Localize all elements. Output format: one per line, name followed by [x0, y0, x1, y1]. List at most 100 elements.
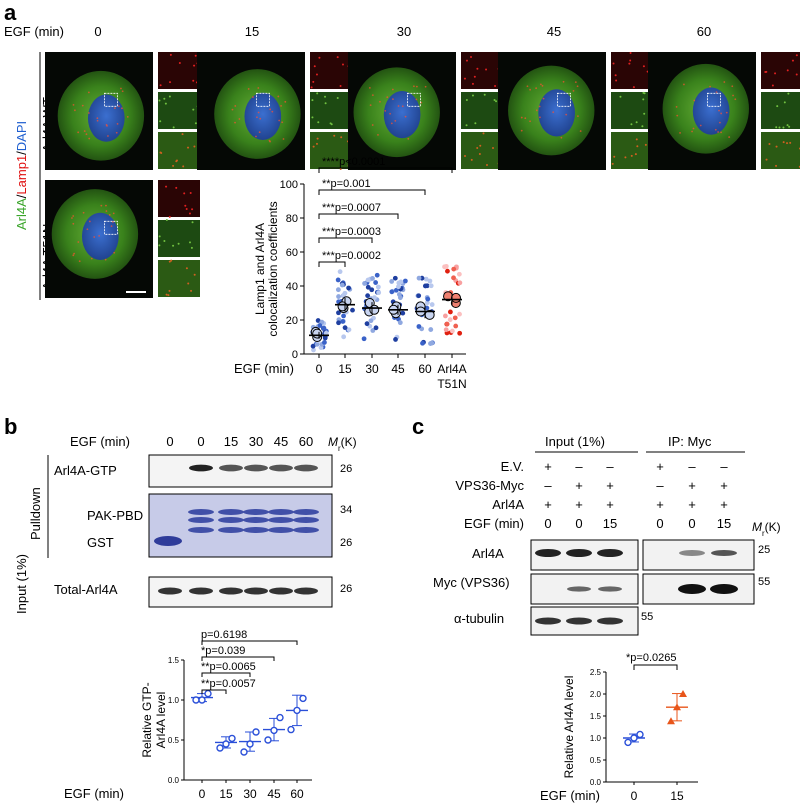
lysosome-dot [247, 88, 250, 90]
p-value-label: ***p=0.0003 [322, 226, 381, 238]
inset-dot [311, 116, 314, 119]
condition-cell: 0 [656, 516, 663, 531]
cell-point [449, 328, 455, 334]
inset-dot [776, 105, 779, 108]
lysosome-dot [390, 122, 393, 125]
lysosome-dot [105, 210, 108, 212]
data-point [222, 740, 230, 748]
inset-dot [190, 289, 193, 292]
lysosome-dot [389, 112, 391, 115]
condition-cell: – [656, 478, 664, 493]
time-label: 30 [397, 24, 411, 39]
lysosome-dot [529, 120, 531, 123]
cell-point [362, 281, 367, 286]
inset-dot [493, 98, 496, 101]
lysosome-dot [88, 137, 91, 140]
inset [158, 180, 200, 217]
lysosome-dot [77, 241, 80, 243]
cell-point [336, 310, 341, 316]
mr-label-c: Mr(K) [752, 520, 781, 538]
significance-bracket [318, 167, 453, 173]
y-tick-label: 1.5 [590, 712, 602, 721]
gtp-arl4a-chart: 0.0 0.5 1.0 1.5 Relative GTP- Arl4A level EGF … [64, 629, 312, 801]
cell-point [425, 296, 431, 302]
p-value-label: ****p<0.0001 [322, 156, 385, 168]
cell-point [339, 282, 345, 288]
band [597, 617, 623, 625]
inset-dot [635, 138, 638, 141]
band [294, 587, 318, 595]
lane-label: 30 [249, 434, 263, 449]
data-point [204, 689, 212, 698]
inset-dot [159, 84, 162, 87]
x-tick-label: 15 [670, 789, 684, 803]
band [189, 464, 213, 472]
condition-cell: + [544, 459, 552, 474]
lysosome-dot [369, 104, 372, 107]
y-tick-label: 80 [286, 213, 298, 225]
y-tick-label: 0.0 [590, 778, 602, 787]
band [268, 509, 294, 515]
lysosome-dot [72, 103, 75, 106]
band [188, 517, 214, 523]
lysosome-dot [368, 86, 371, 89]
y-axis-label: Relative GTP- [140, 682, 154, 757]
lysosome-dot [105, 204, 107, 207]
lysosome-dot [371, 94, 374, 97]
lysosome-dot [81, 104, 84, 107]
mw-pak: 34 [340, 504, 352, 516]
inset-dot [172, 244, 175, 247]
inset-dot [312, 145, 315, 148]
lysosome-dot [691, 130, 693, 133]
lysosome-dot [107, 135, 109, 137]
zoom-box [557, 92, 571, 107]
inset-dot [169, 81, 172, 84]
nucleus [87, 94, 125, 142]
band [243, 509, 269, 515]
inset-dot [782, 126, 785, 129]
band [535, 549, 561, 557]
cell-point [416, 324, 422, 329]
cell-point [370, 276, 375, 281]
inset-dot [192, 79, 195, 82]
inset [461, 92, 503, 129]
inset-dot [630, 154, 633, 157]
y-tick-label: 60 [286, 247, 298, 259]
band-label-total: Total-Arl4A [54, 582, 118, 597]
lysosome-dot [732, 94, 734, 97]
cell-point [341, 313, 346, 319]
inset-dot [163, 239, 166, 242]
band [218, 527, 244, 533]
p-value-label: **p=0.0065 [201, 661, 256, 673]
y-axis-label: Relative Arl4A level [562, 676, 576, 779]
lysosome-dot [96, 119, 99, 122]
lysosome-dot [104, 258, 107, 261]
band [269, 587, 293, 595]
cell-point [423, 276, 429, 282]
cell-point [311, 347, 316, 353]
blot-label-myc: Myc (VPS36) [433, 575, 510, 590]
p-value-label: ***p=0.0007 [322, 202, 381, 214]
time-label: 15 [245, 24, 259, 39]
replicate-mean [369, 304, 380, 315]
inset-dot [318, 56, 321, 59]
lysosome-dot [86, 228, 89, 231]
lysosome-dot [415, 85, 418, 88]
inset-dot [614, 74, 617, 77]
lysosome-dot [98, 234, 101, 237]
panel-b-letter: b [4, 414, 17, 439]
condition-cell: + [575, 478, 583, 493]
inset-dot [185, 267, 188, 270]
inset-dot [619, 95, 622, 98]
lysosome-dot [83, 130, 86, 132]
significance-bracket [318, 213, 399, 219]
cell-point [322, 340, 327, 345]
cell-point [392, 275, 398, 281]
lane-label: 45 [274, 434, 288, 449]
replicate-mean [337, 301, 348, 312]
inset-dot [771, 84, 774, 87]
inset-dot [775, 126, 778, 129]
p-value-label: **p=0.001 [322, 178, 371, 190]
inset-dot [177, 242, 180, 245]
blot-label-tubulin: α-tubulin [454, 611, 504, 626]
